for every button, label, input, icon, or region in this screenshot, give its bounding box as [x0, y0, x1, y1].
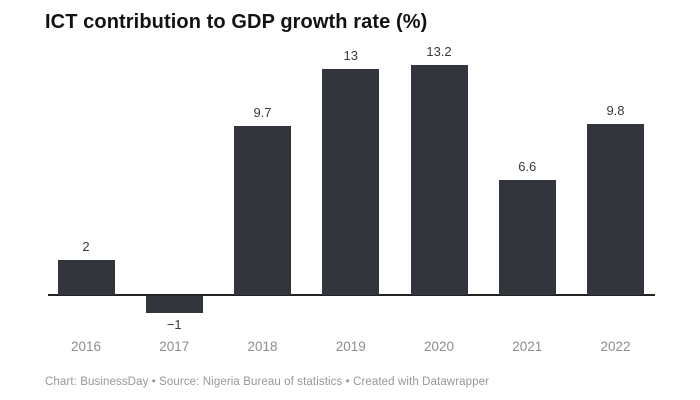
bar-2021[interactable] — [498, 180, 556, 295]
x-axis-label-2016: 2016 — [70, 339, 102, 354]
zero-axis-line — [48, 294, 655, 296]
x-axis-label-2019: 2019 — [335, 339, 366, 354]
chart-title: ICT contribution to GDP growth rate (%) — [45, 11, 428, 33]
x-axis-label-2017: 2017 — [159, 339, 190, 354]
value-label-2017: −1 — [166, 317, 182, 333]
x-axis-label-2021: 2021 — [512, 339, 543, 354]
bar-2022[interactable] — [587, 124, 644, 295]
chart-attribution: Chart: BusinessDay • Source: Nigeria Bur… — [45, 376, 490, 388]
x-axis-label-2018: 2018 — [247, 339, 278, 354]
bar-2018[interactable] — [234, 126, 291, 295]
bar-2020[interactable] — [410, 65, 468, 295]
value-label-2020: 13.2 — [426, 44, 452, 60]
value-label-2016: 2 — [82, 239, 90, 255]
bar-2019[interactable] — [322, 68, 380, 295]
value-label-2022: 9.8 — [606, 103, 625, 119]
x-axis-label-2022: 2022 — [600, 339, 631, 354]
value-label-2019: 13 — [343, 47, 358, 63]
x-axis-label-2020: 2020 — [423, 339, 455, 354]
bar-2016[interactable] — [57, 260, 115, 295]
bar-2017[interactable] — [145, 296, 203, 314]
value-label-2021: 6.6 — [518, 159, 537, 175]
value-label-2018: 9.7 — [253, 105, 272, 121]
